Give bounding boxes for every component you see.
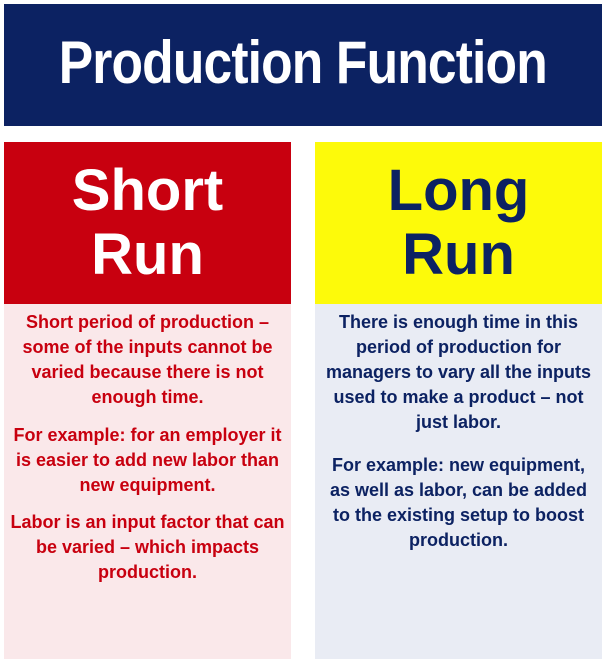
long-run-paragraph-example: For example: new equipment, as well as l… [329, 455, 588, 550]
long-run-paragraph-definition: There is enough time in this period of p… [325, 312, 592, 432]
title-banner: Production Function [4, 4, 602, 126]
long-run-header: Long Run [315, 142, 602, 304]
short-run-header: Short Run [4, 142, 291, 304]
long-run-column: Long Run There is enough time in this pe… [315, 142, 602, 659]
long-run-description: There is enough time in this period of p… [315, 304, 602, 659]
page-title: Production Function [58, 29, 548, 96]
short-run-column: Short Run Short period of production – s… [4, 142, 291, 659]
short-run-paragraph-example: For example: for an employer it is easie… [13, 425, 282, 495]
short-run-heading-line2: Run [91, 222, 204, 287]
long-run-heading-line2: Run [402, 222, 515, 287]
short-run-heading-line1: Short [71, 158, 224, 223]
long-run-heading-line1: Long [387, 158, 530, 223]
short-run-paragraph-labor: Labor is an input factor that can be var… [10, 512, 285, 582]
short-run-description: Short period of production – some of the… [4, 304, 291, 659]
short-run-paragraph-definition: Short period of production – some of the… [22, 312, 273, 407]
